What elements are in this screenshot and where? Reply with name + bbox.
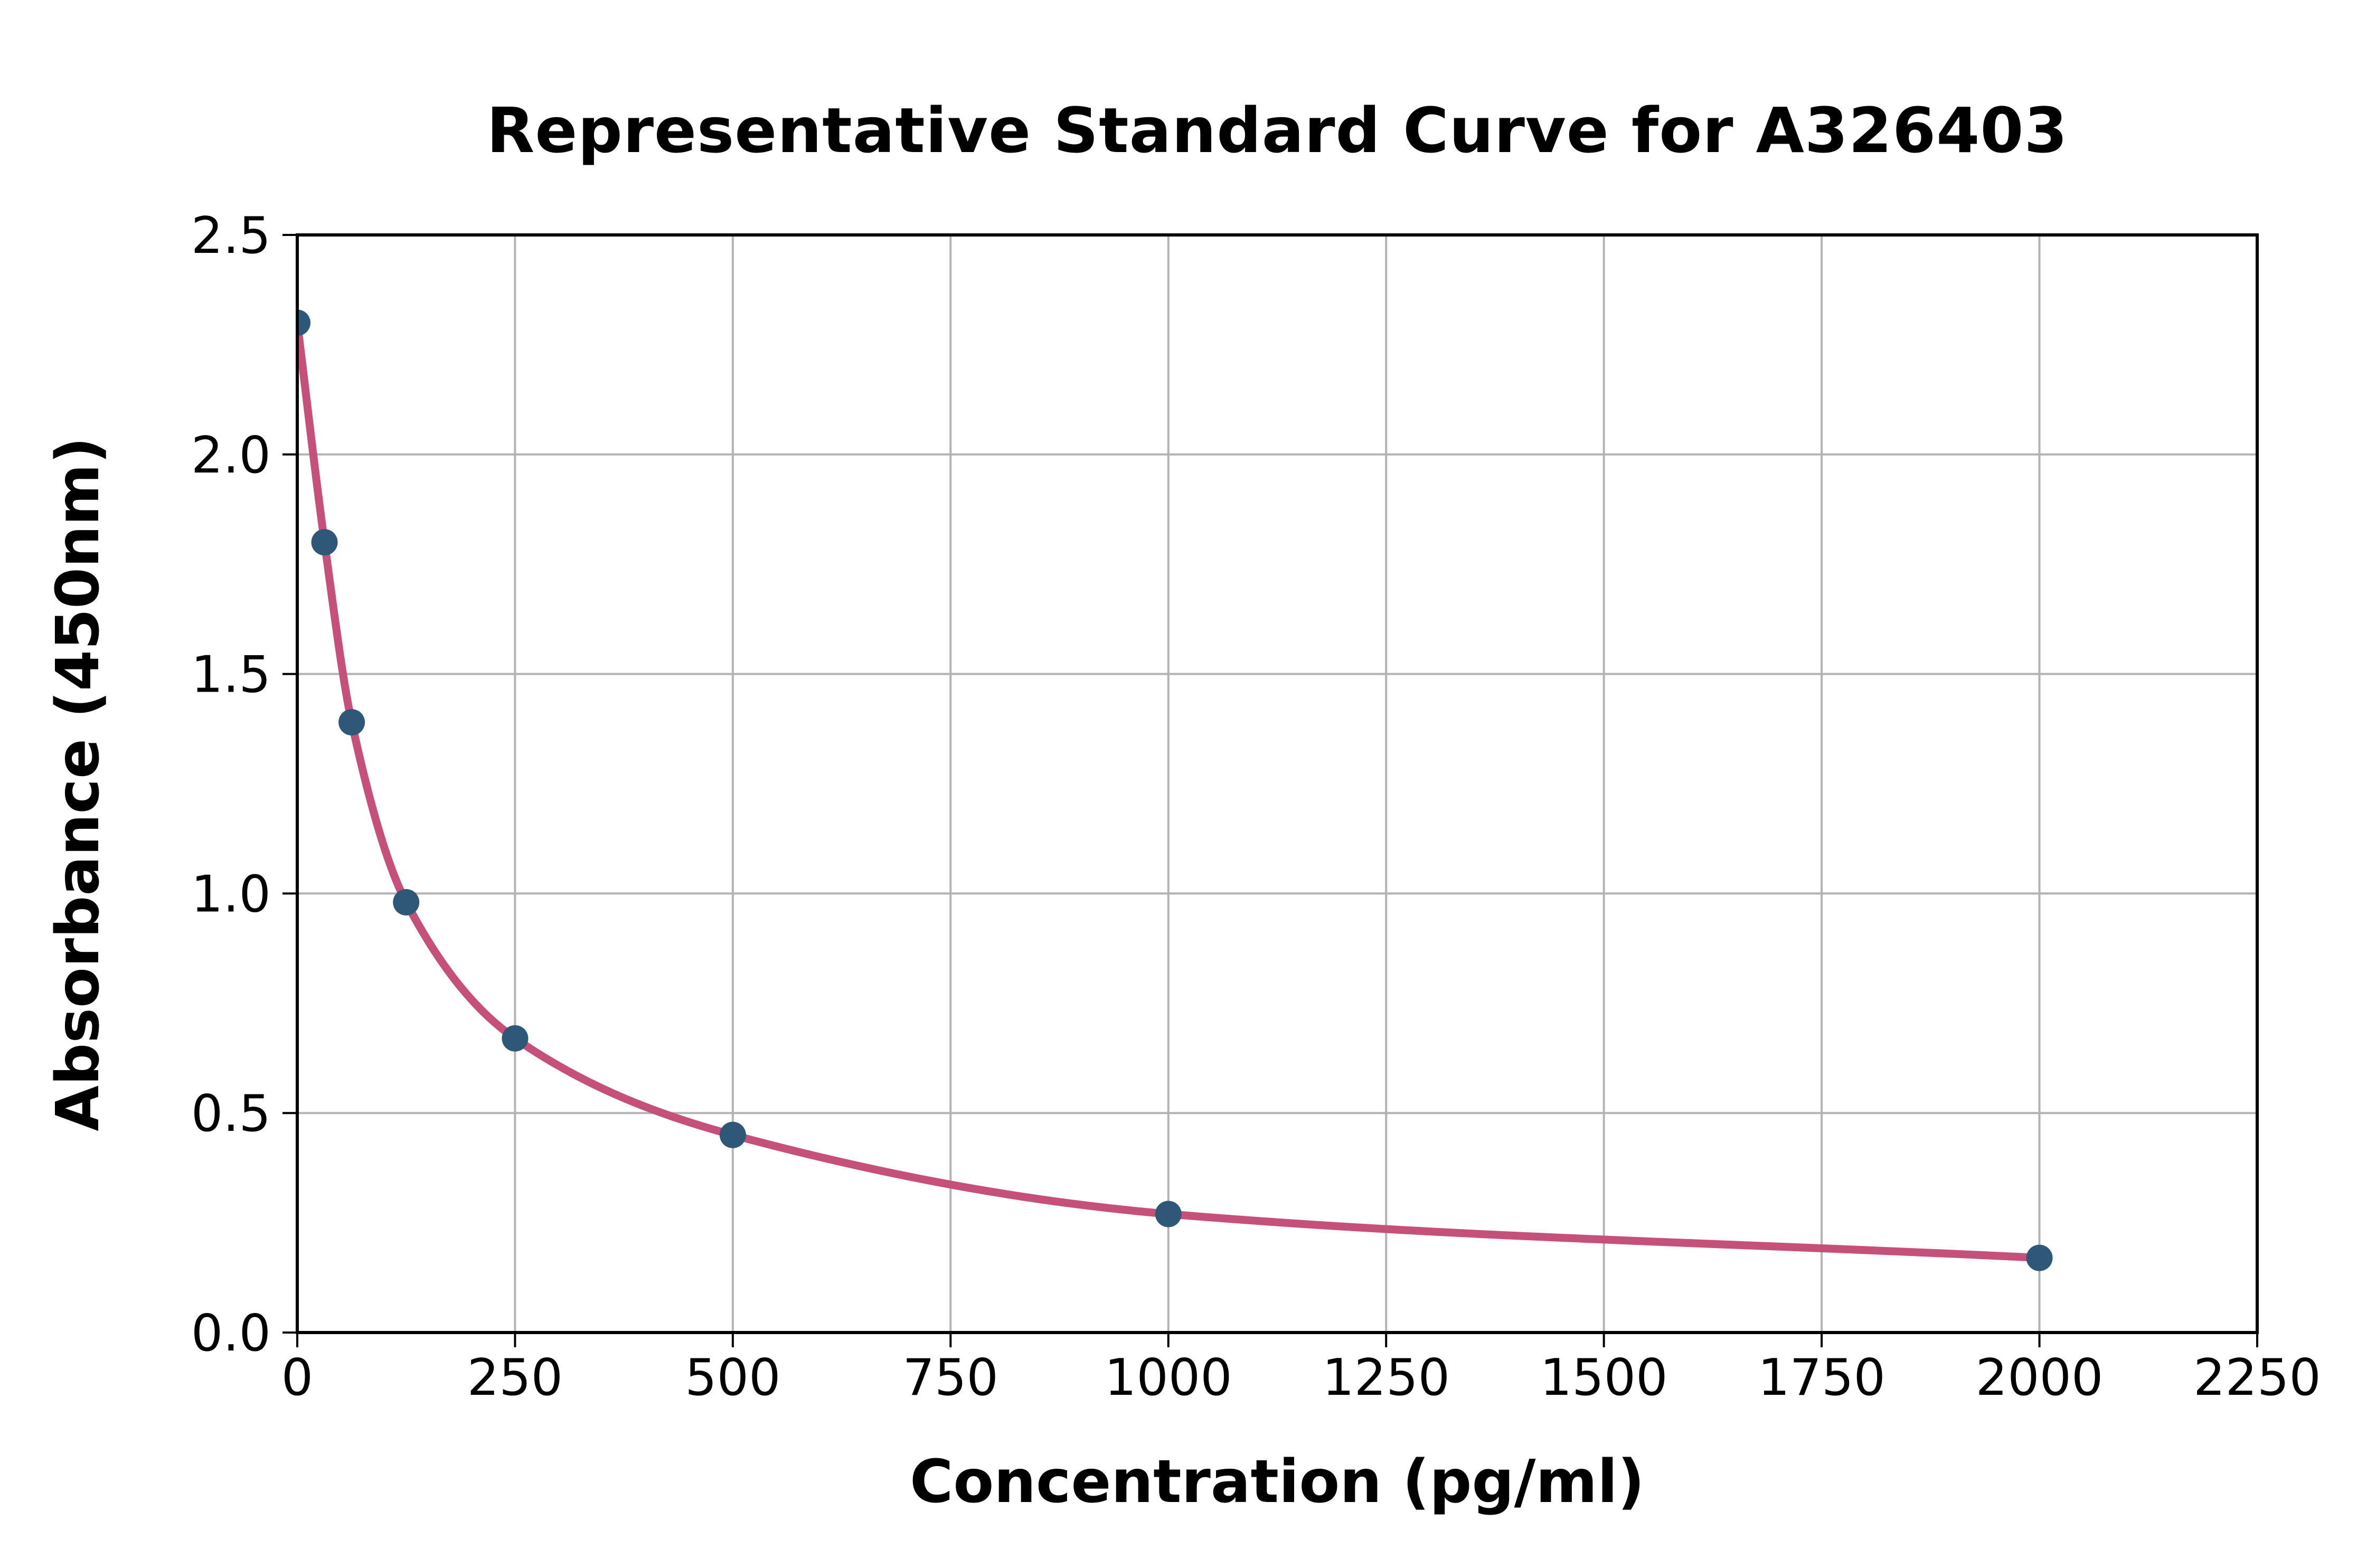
data-point: [338, 709, 365, 736]
x-tick-label: 1250: [1322, 1349, 1450, 1407]
y-tick-label: 0.5: [191, 1085, 271, 1143]
y-tick-label: 1.5: [191, 646, 271, 704]
x-tick-label: 0: [281, 1349, 313, 1407]
x-axis-label: Concentration (pg/ml): [910, 1448, 1645, 1516]
y-tick-label: 2.5: [191, 207, 271, 265]
x-tick-label: 2250: [2193, 1349, 2321, 1407]
y-tick-label: 1.0: [191, 865, 271, 923]
4pl-fit-curve: [297, 318, 2044, 1262]
data-point: [311, 529, 338, 556]
x-tick-label: 250: [467, 1349, 563, 1407]
data-point: [502, 1025, 529, 1052]
data-point: [2026, 1244, 2053, 1271]
x-tick-label: 500: [685, 1349, 780, 1407]
data-point: [1155, 1201, 1182, 1227]
x-tick-label: 750: [903, 1349, 998, 1407]
y-tick-label: 2.0: [191, 427, 271, 485]
data-point: [393, 889, 420, 916]
x-tick-label: 1000: [1105, 1349, 1232, 1407]
chart-title: Representative Standard Curve for A32640…: [486, 94, 2068, 167]
x-tick-label: 2000: [1976, 1349, 2104, 1407]
data-point: [719, 1121, 746, 1148]
x-tick-label: 1500: [1540, 1349, 1668, 1407]
x-tick-label: 1750: [1758, 1349, 1885, 1407]
plot-spines: [296, 233, 2259, 1334]
y-tick-label: 0.0: [191, 1305, 271, 1363]
data-point: [297, 309, 310, 336]
